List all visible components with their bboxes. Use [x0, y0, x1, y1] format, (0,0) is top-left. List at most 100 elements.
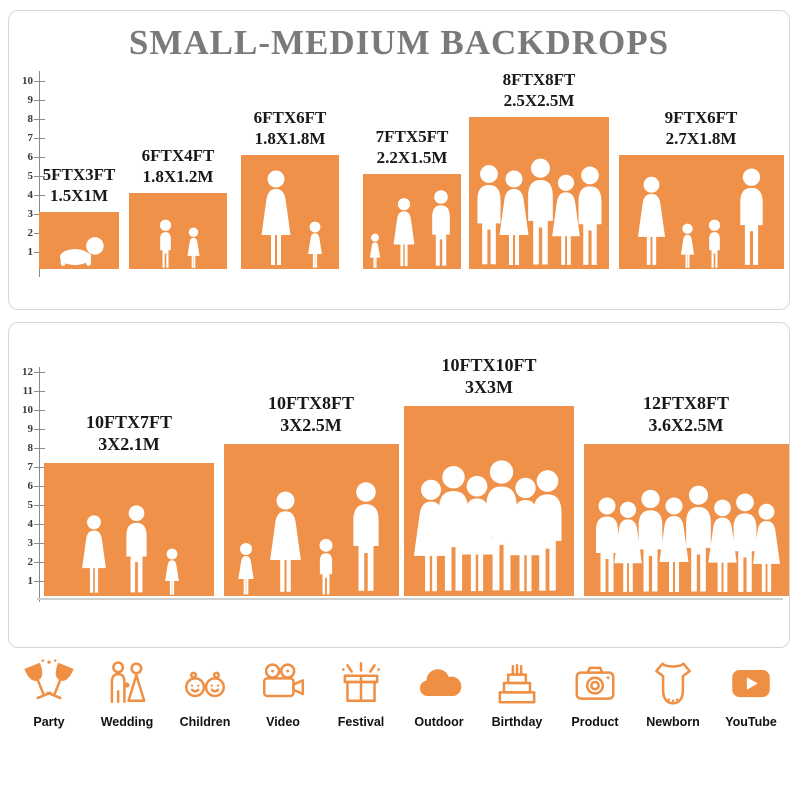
wedding-couple-icon [110, 661, 146, 703]
category-label: Party [33, 715, 65, 729]
backdrop-size-label: 9FTX6FT 2.7X1.8M [641, 107, 761, 149]
backdrop-size-label: 10FTX10FT 3X3M [419, 354, 559, 398]
silhouette-group [469, 157, 609, 269]
category-label: Birthday [491, 715, 543, 729]
silhouette-group [129, 219, 227, 269]
man-silhouette [731, 167, 772, 269]
backdrop-size-label: 7FTX5FT 2.2X1.5M [352, 126, 472, 168]
backdrop-block-5ftx3ft [39, 212, 119, 269]
ruler-tick: 2 [13, 555, 45, 569]
category-party: Party [12, 658, 86, 729]
backdrop-size-label: 12FTX8FT 3.6X2.5M [616, 392, 756, 436]
man-silhouette [522, 468, 573, 596]
category-label: Video [266, 715, 300, 729]
backdrop-size-label: 10FTX7FT 3X2.1M [59, 411, 199, 455]
ruler-tick: 1 [13, 245, 45, 259]
girl-silhouette [677, 223, 698, 269]
category-row: Party Wedding Children [0, 658, 800, 729]
ruler-tick: 7 [13, 460, 45, 474]
ruler-tick: 9 [13, 93, 45, 107]
small-backdrops-panel: SMALL-MEDIUM BACKDROPS 10 9 8 7 6 5 4 3 … [8, 10, 790, 310]
backdrop-size-label: 5FTX3FT 1.5X1M [19, 164, 139, 206]
woman-silhouette [746, 502, 787, 596]
size-m-label: 2.2X1.5M [376, 148, 448, 167]
boy-silhouette [154, 219, 177, 269]
backdrop-block-8ftx8ft [469, 117, 609, 269]
size-m-label: 3X2.1M [98, 434, 160, 454]
backdrop-block-10ftx10ft [404, 406, 574, 596]
ruler-tick: 5 [13, 169, 45, 183]
woman-silhouette [631, 175, 672, 269]
girl-silhouette [161, 548, 183, 596]
ruler-tick: 3 [13, 536, 45, 550]
silhouette-group [404, 458, 574, 596]
size-ft-label: 6FTX6FT [253, 108, 327, 127]
ruler-tick: 8 [13, 112, 45, 126]
man-silhouette [343, 480, 389, 596]
woman-silhouette [254, 169, 298, 269]
silhouette-group [619, 167, 784, 269]
backdrop-size-label: 10FTX8FT 3X2.5M [241, 392, 381, 436]
silhouette-group [224, 480, 399, 596]
ground-line [37, 598, 783, 600]
category-video: Video [246, 658, 320, 729]
backdrop-block-10ftx7ft [44, 463, 214, 596]
backdrop-block-6ftx4ft [129, 193, 227, 269]
size-m-label: 1.8X1.8M [254, 129, 326, 148]
category-label: Festival [337, 715, 385, 729]
category-birthday: Birthday [480, 658, 554, 729]
backdrop-block-9ftx6ft [619, 155, 784, 269]
silhouette-group [44, 504, 214, 596]
newborn-onesie-icon [655, 662, 691, 705]
size-ft-label: 10FTX8FT [267, 393, 354, 413]
ruler-tick: 5 [13, 498, 45, 512]
category-festival: Festival [324, 658, 398, 729]
birthday-cake-icon [498, 663, 536, 704]
size-ft-label: 5FTX3FT [42, 165, 116, 184]
silhouette-group [363, 189, 461, 269]
size-ft-label: 9FTX6FT [664, 108, 738, 127]
category-label: YouTube [725, 715, 777, 729]
ruler-tick: 4 [13, 188, 45, 202]
ruler-axis [39, 71, 40, 277]
outdoor-cloud-icon [419, 669, 462, 697]
category-label: Wedding [100, 715, 154, 729]
backdrop-block-7ftx5ft [363, 174, 461, 269]
category-label: Newborn [646, 715, 700, 729]
page-title: SMALL-MEDIUM BACKDROPS [128, 23, 670, 62]
man-silhouette [569, 165, 610, 269]
category-label: Outdoor [414, 715, 464, 729]
size-m-label: 3.6X2.5M [648, 415, 724, 435]
boy-silhouette [703, 219, 726, 269]
ruler-tick: 7 [13, 131, 45, 145]
ruler-tick: 2 [13, 226, 45, 240]
size-m-label: 1.5X1M [49, 186, 109, 205]
video-camera-icon [263, 663, 305, 698]
silhouette-group [241, 169, 339, 269]
ruler-tick: 8 [13, 441, 45, 455]
size-ft-label: 8FTX8FT [502, 70, 576, 89]
man-silhouette [118, 504, 155, 596]
ruler-tick: 6 [13, 150, 45, 164]
size-m-label: 3X2.5M [280, 415, 342, 435]
size-ft-label: 12FTX8FT [642, 393, 729, 413]
backdrop-size-label: 6FTX4FT 1.8X1.2M [118, 145, 238, 187]
ruler-tick: 12 [13, 365, 45, 379]
girl-silhouette [184, 227, 203, 269]
boy-silhouette [313, 538, 339, 596]
category-youtube: YouTube [714, 658, 788, 729]
category-label: Product [571, 715, 619, 729]
festival-gift-icon [341, 661, 381, 702]
large-backdrops-panel: 12 11 10 9 8 7 6 5 4 3 2 1 10FTX7FT 3X2.… [8, 322, 790, 648]
size-ft-label: 6FTX4FT [141, 146, 215, 165]
category-outdoor: Outdoor [402, 658, 476, 729]
ruler-tick: 4 [13, 517, 45, 531]
woman-silhouette [262, 490, 309, 596]
category-product: Product [558, 658, 632, 729]
party-glasses-icon [24, 659, 74, 700]
baby-silhouette [51, 234, 107, 269]
size-ft-label: 10FTX7FT [85, 412, 172, 432]
size-ft-label: 7FTX5FT [375, 127, 449, 146]
category-wedding: Wedding [90, 658, 164, 729]
